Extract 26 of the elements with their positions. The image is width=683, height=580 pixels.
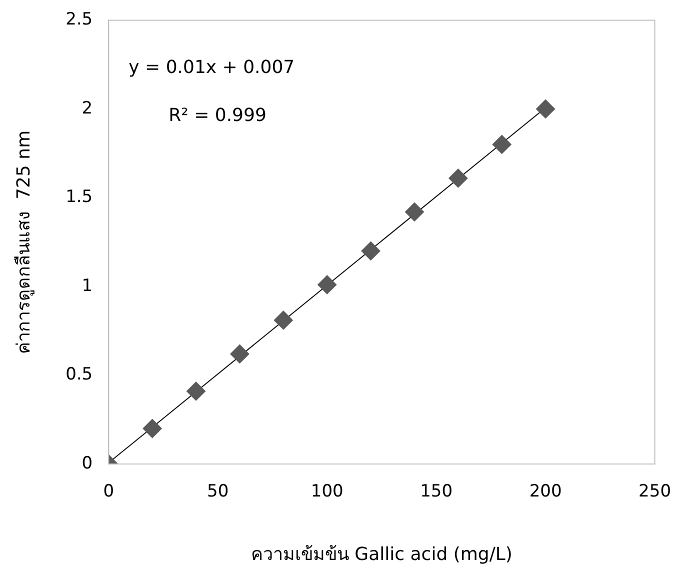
- y-tick-label: 0.5: [66, 364, 93, 385]
- x-tick-label: 100: [310, 482, 344, 502]
- point: [536, 99, 556, 118]
- x-tick-label: 0: [103, 482, 114, 502]
- point: [404, 202, 424, 222]
- x-axis-title: ความเข้มข้น Gallic acid (mg/L): [250, 544, 512, 565]
- annotation: R² = 0.999: [168, 104, 266, 126]
- point: [142, 418, 162, 438]
- x-tick-label: 50: [207, 482, 229, 502]
- point: [186, 382, 206, 401]
- point: [230, 344, 250, 364]
- y-tick-label: 2: [82, 98, 93, 118]
- point: [274, 310, 293, 330]
- y-tick-label: 1.5: [66, 187, 93, 208]
- point: [318, 275, 337, 294]
- annotation: y = 0.01x + 0.007: [128, 56, 295, 78]
- x-tick-label: 200: [529, 482, 562, 502]
- y-tick-label: 0: [82, 453, 93, 474]
- point: [361, 241, 380, 260]
- point: [448, 168, 468, 188]
- point: [492, 134, 512, 154]
- y-tick-label: 1: [82, 276, 93, 296]
- x-tick-label: 250: [638, 482, 672, 502]
- x-tick-label: 150: [420, 482, 453, 502]
- y-axis-title: ค่าการดูดกลืนแสง 725 nm: [13, 130, 34, 354]
- y-tick-label: 2.5: [66, 10, 93, 30]
